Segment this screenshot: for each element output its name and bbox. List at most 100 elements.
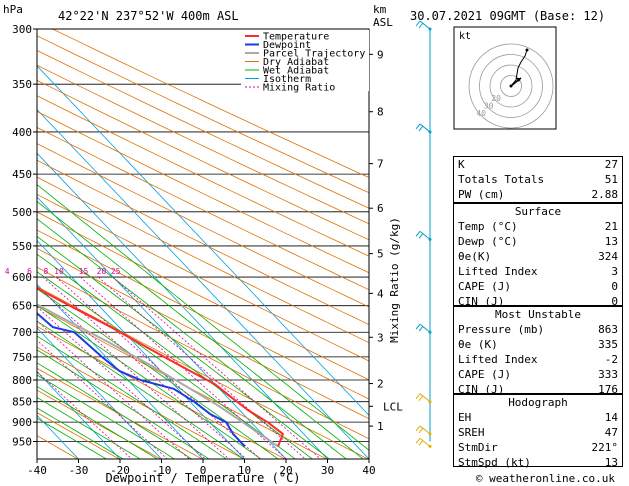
height-tick-label: 6	[377, 202, 384, 215]
dry-adiabat-line	[37, 346, 245, 459]
surface-row-value: 0	[611, 295, 618, 308]
wet-adiabat-line	[37, 407, 124, 459]
pressure-tick-label: 450	[12, 168, 32, 181]
surface-row: Lifted Index 3	[454, 264, 622, 279]
surface-row: Dewp (°C) 13	[454, 234, 622, 249]
dry-adiabat-line	[37, 266, 369, 440]
isotherm-line	[37, 196, 287, 459]
most-unstable-row-value: 333	[598, 368, 618, 381]
dry-adiabat-line	[37, 143, 369, 308]
wind-barb-flag	[418, 325, 424, 332]
location-title: 42°22'N 237°52'W 400m ASL	[58, 9, 239, 23]
hodograph-kt-label: kt	[459, 31, 471, 42]
dry-adiabat-line	[37, 95, 369, 257]
wet-adiabat-line	[37, 288, 279, 459]
wet-adiabat-line	[37, 235, 330, 459]
height-tick-label: 5	[377, 248, 384, 261]
wind-barb-flag	[415, 393, 421, 400]
height-tick-label: 3	[377, 331, 384, 344]
height-tick-label: 8	[377, 106, 384, 119]
isotherm-line	[37, 152, 329, 459]
wet-adiabat-line	[37, 374, 176, 459]
most-unstable-row-name: CIN (J)	[458, 383, 505, 396]
surface-row-value: 21	[604, 220, 618, 233]
temperature-tick-label: 20	[279, 464, 292, 477]
surface-title: Surface	[514, 205, 562, 218]
hodograph-stat-row-name: SREH	[458, 426, 485, 439]
mixing-ratio-label: 15	[79, 267, 89, 276]
wind-profile	[415, 20, 432, 448]
surface-row-name: Dewp (°C)	[458, 235, 518, 248]
index-row: K 27	[454, 157, 622, 172]
mixing-ratio-line	[42, 276, 247, 459]
index-row-name: K	[458, 158, 465, 171]
index-row-name: Totals Totals	[458, 173, 545, 186]
isotherm-line	[37, 327, 163, 459]
hodograph-stat-row-value: 14	[604, 411, 618, 424]
index-row: PW (cm) 2.88	[454, 187, 622, 202]
most-unstable-row-value: -2	[604, 353, 618, 366]
legend-entry: Mixing Ratio	[263, 83, 335, 94]
pressure-tick-label: 550	[12, 240, 32, 253]
isotherm-line	[37, 371, 121, 459]
most-unstable-row-value: 863	[598, 323, 618, 336]
indices-box: K 27 Totals Totals 51 PW (cm) 2.88	[453, 156, 623, 203]
wind-barb-flag	[415, 20, 421, 27]
most-unstable-row-name: θe (K)	[458, 338, 498, 351]
dry-adiabat-line	[37, 159, 369, 326]
temperature-tick-label: -30	[69, 464, 89, 477]
hodograph-ring	[500, 75, 522, 97]
wind-barb-flag	[418, 440, 424, 446]
mixing-ratio-line	[98, 276, 306, 459]
hodograph-stat-row-name: StmSpd (kt)	[458, 456, 531, 469]
hpa-label: hPa	[3, 3, 23, 16]
index-row: Totals Totals 51	[454, 172, 622, 187]
wind-barb-flag	[415, 123, 421, 130]
hodograph-ring-label: 20	[491, 94, 501, 103]
surface-row-name: CIN (J)	[458, 295, 505, 308]
wet-adiabat-line	[37, 271, 296, 459]
temperature-tick-label: 40	[362, 464, 375, 477]
pressure-tick-label: 800	[12, 374, 32, 387]
hodograph-ring	[489, 64, 533, 108]
mixing-ratio-label: 8	[43, 267, 48, 276]
surface-row: θe(K) 324	[454, 249, 622, 264]
hodograph-stat-row-value: 13	[604, 456, 618, 469]
wind-barb-flag	[418, 427, 424, 434]
hodograph-trace	[510, 49, 528, 87]
surface-row-value: 13	[604, 235, 618, 248]
isotherm-line	[37, 240, 246, 459]
most-unstable-box: Most Unstable Pressure (mb) 863 θe (K) 335 L…	[453, 306, 623, 396]
legend-background	[241, 30, 369, 91]
pressure-tick-label: 600	[12, 271, 32, 284]
hodograph-stat-row: EH 14	[454, 410, 622, 425]
surface-box: Surface Temp (°C) 21 Dewp (°C) 13 θe(K) 324 Li…	[453, 203, 623, 309]
dry-adiabat-line	[37, 79, 369, 241]
most-unstable-row-name: CAPE (J)	[458, 368, 511, 381]
hodograph-stat-row-value: 221°	[591, 441, 619, 454]
surface-row: CIN (J) 0	[454, 294, 622, 309]
x-axis-title: Dewpoint / Temperature (°C)	[105, 471, 300, 485]
isotherm-line	[0, 0, 13, 477]
wet-adiabat-line	[37, 335, 228, 459]
pressure-tick-label: 750	[12, 351, 32, 364]
isotherm-line	[37, 65, 369, 416]
wet-adiabat-line	[37, 201, 364, 459]
hodograph-ring-label: 40	[476, 109, 486, 118]
wind-barb-shaft	[419, 393, 431, 403]
temperature-tick-label: 0	[200, 464, 207, 477]
dry-adiabat-line	[37, 35, 369, 194]
dry-adiabat-line	[37, 305, 328, 459]
dry-adiabat-line	[37, 286, 369, 459]
wind-barb-flag	[418, 125, 424, 132]
wind-barb-shaft	[419, 20, 431, 30]
isotherm-line	[37, 283, 204, 459]
wind-barb-flag	[415, 323, 421, 330]
index-row-name: PW (cm)	[458, 188, 505, 201]
pressure-tick-label: 400	[12, 126, 32, 139]
axis-labels: 3003504004505005506006507007508008509009…	[5, 23, 403, 477]
most-unstable-row-name: Lifted Index	[458, 353, 538, 366]
dry-adiabat-line	[51, 29, 369, 178]
surface-row-value: 0	[611, 280, 618, 293]
